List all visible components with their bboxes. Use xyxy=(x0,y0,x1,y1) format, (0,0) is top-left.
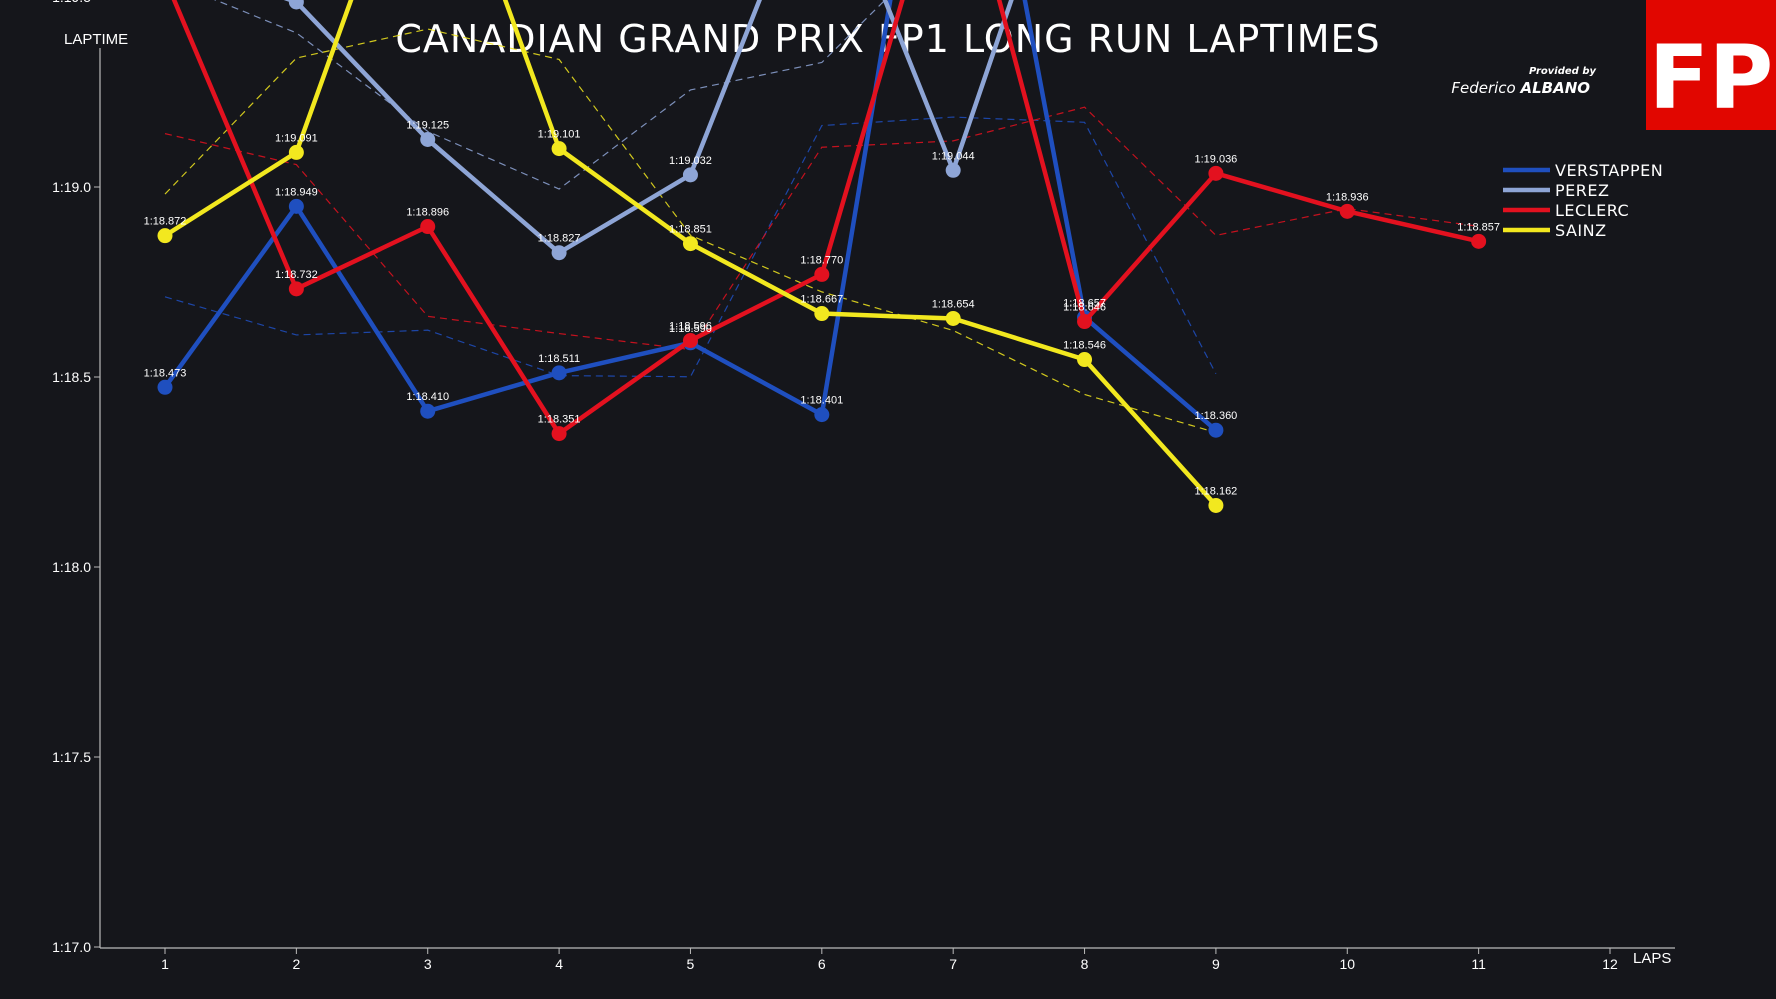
data-label-verstappen: 1:18.360 xyxy=(1194,410,1237,422)
data-label-sainz: 1:18.851 xyxy=(669,224,712,236)
data-label-verstappen: 1:18.473 xyxy=(144,367,187,379)
logo-background xyxy=(1646,0,1776,130)
y-tick-label: 1:19.5 xyxy=(52,0,91,5)
x-tick-label: 10 xyxy=(1339,956,1355,972)
data-label-leclerc: 1:19.036 xyxy=(1194,153,1237,165)
data-point-perez xyxy=(420,132,436,147)
data-label-verstappen: 1:18.590 xyxy=(669,323,712,335)
data-label-sainz: 1:18.546 xyxy=(1063,340,1106,352)
data-label-leclerc: 1:18.857 xyxy=(1457,221,1500,233)
credit: Provided by Federico ALBANO xyxy=(1451,66,1596,97)
data-point-leclerc xyxy=(288,281,304,297)
data-label-verstappen: 1:18.511 xyxy=(538,353,580,365)
data-label-sainz: 1:18.667 xyxy=(800,294,843,306)
data-label-verstappen: 1:18.410 xyxy=(406,391,449,403)
y-axis-label: LAPTIME xyxy=(64,31,128,48)
y-tick-label: 1:18.0 xyxy=(52,559,91,575)
y-tick-label: 1:17.5 xyxy=(52,749,91,765)
data-label-leclerc: 1:18.351 xyxy=(538,414,581,426)
fp-logo: FP xyxy=(1646,0,1776,130)
x-tick-label: 11 xyxy=(1471,956,1486,972)
credit-first-name: Federico xyxy=(1451,79,1520,97)
data-label-sainz: 1:18.654 xyxy=(932,298,975,310)
legend-label-sainz: SAINZ xyxy=(1555,221,1607,240)
trend-line-verstappen xyxy=(164,116,1217,378)
data-label-leclerc: 1:18.770 xyxy=(800,254,843,266)
data-label-verstappen: 1:18.657 xyxy=(1063,297,1106,309)
data-point-sainz xyxy=(945,310,961,326)
data-point-perez xyxy=(945,162,961,178)
legend-label-perez: PEREZ xyxy=(1555,181,1609,200)
x-tick-label: 5 xyxy=(687,956,695,972)
data-point-leclerc xyxy=(1339,203,1355,219)
data-point-perez xyxy=(551,245,567,261)
y-tick-label: 1:18.5 xyxy=(52,369,91,385)
data-point-sainz xyxy=(1077,352,1093,368)
data-point-sainz xyxy=(814,306,830,322)
data-label-sainz: 1:19.101 xyxy=(538,129,581,141)
data-point-leclerc xyxy=(420,219,436,235)
data-point-verstappen xyxy=(420,403,436,419)
data-label-perez: 1:19.125 xyxy=(406,120,449,132)
x-tick-label: 12 xyxy=(1602,956,1618,972)
data-point-leclerc xyxy=(1208,165,1224,181)
data-point-leclerc xyxy=(1471,233,1487,249)
data-label-perez: 1:19.032 xyxy=(669,155,712,167)
data-point-perez xyxy=(682,167,698,183)
data-point-verstappen xyxy=(551,365,567,381)
logo-text: FP xyxy=(1649,26,1774,129)
legend-label-leclerc: LECLERC xyxy=(1555,201,1629,220)
data-point-leclerc xyxy=(1077,314,1093,330)
data-point-sainz xyxy=(288,144,304,160)
x-tick-label: 4 xyxy=(555,956,563,972)
trend-line-leclerc xyxy=(164,106,1479,351)
x-axis-label: LAPS xyxy=(1633,950,1671,967)
credit-author: Federico ALBANO xyxy=(1451,79,1590,97)
x-tick-label: 6 xyxy=(818,956,826,972)
data-label-leclerc: 1:18.596 xyxy=(669,321,712,333)
data-point-perez xyxy=(288,0,304,10)
series-line-perez xyxy=(283,0,1014,255)
x-tick-label: 2 xyxy=(292,956,300,972)
data-label-verstappen: 1:18.949 xyxy=(275,186,318,198)
x-tick-label: 7 xyxy=(949,956,957,972)
x-tick-label: 9 xyxy=(1212,956,1220,972)
data-point-sainz xyxy=(682,236,698,252)
data-label-perez: 1:18.827 xyxy=(538,233,581,245)
data-labels: 1:18.473 1:18.949 1:18.410 1:18.511 1:18.590… xyxy=(144,120,1500,498)
data-point-verstappen xyxy=(288,198,304,214)
data-label-leclerc: 1:18.896 xyxy=(406,207,449,219)
data-point-sainz xyxy=(157,228,173,244)
data-point-leclerc xyxy=(682,333,698,349)
data-label-sainz: 1:18.872 xyxy=(144,216,187,228)
data-label-sainz: 1:18.162 xyxy=(1194,485,1237,497)
data-point-verstappen xyxy=(814,407,830,423)
y-tick-label: 1:17.0 xyxy=(52,939,91,955)
data-point-leclerc xyxy=(814,266,830,282)
credit-last-name: ALBANO xyxy=(1519,79,1590,97)
data-label-leclerc: 1:18.732 xyxy=(275,269,318,281)
data-point-verstappen xyxy=(1208,422,1224,438)
credit-provided-by: Provided by xyxy=(1529,66,1597,77)
data-point-sainz xyxy=(551,141,567,157)
data-label-leclerc: 1:18.936 xyxy=(1326,191,1369,203)
y-tick-label: 1:19.0 xyxy=(52,179,91,195)
data-label-verstappen: 1:18.401 xyxy=(800,395,843,407)
x-tick-label: 8 xyxy=(1081,956,1089,972)
data-point-sainz xyxy=(1208,497,1224,513)
legend-label-verstappen: VERSTAPPEN xyxy=(1555,161,1663,180)
data-label-leclerc: 1:18.646 xyxy=(1063,302,1106,314)
data-point-leclerc xyxy=(551,426,567,442)
data-label-perez: 1:19.044 xyxy=(932,150,975,162)
x-tick-label: 3 xyxy=(424,956,432,972)
axes: 1:17.01:17.51:18.01:18.51:19.01:19.51:20… xyxy=(52,0,1675,972)
series-lines xyxy=(157,0,1487,513)
data-label-sainz: 1:19.091 xyxy=(275,132,318,144)
x-tick-label: 1 xyxy=(161,956,169,972)
data-point-verstappen xyxy=(157,379,173,395)
